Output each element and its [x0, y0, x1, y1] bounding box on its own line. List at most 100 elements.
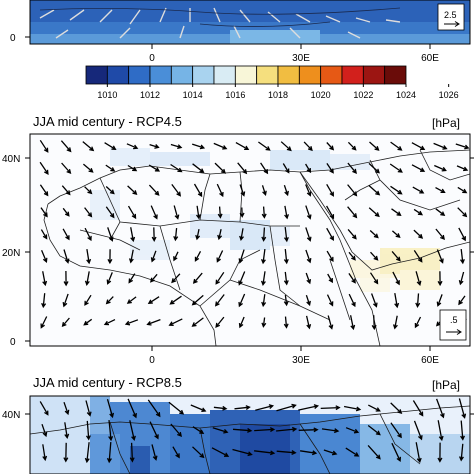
wind-arrow: [105, 164, 116, 172]
wind-arrow: [238, 271, 246, 286]
top-ref-vector-label: 2.5: [444, 10, 457, 20]
wind-arrow: [326, 163, 334, 174]
wind-arrow: [151, 227, 157, 242]
wind-arrow: [126, 143, 139, 150]
wind-arrow: [149, 143, 160, 149]
wind-arrow: [435, 228, 445, 241]
wind-arrow: [128, 273, 136, 284]
wind-arrow: [349, 315, 356, 331]
wind-arrow: [415, 271, 422, 286]
wind-arrow: [40, 229, 48, 240]
wind-arrow: [192, 426, 205, 435]
bottom-map-wind-arrows: [39, 398, 467, 464]
wind-arrow: [370, 293, 378, 308]
wind-arrow: [320, 405, 341, 411]
wind-arrow: [61, 162, 72, 175]
wind-arrow: [127, 398, 137, 419]
wind-arrow: [213, 405, 228, 411]
wind-arrow: [239, 207, 245, 218]
wind-arrow: [127, 185, 138, 196]
wind-arrow: [458, 227, 466, 242]
wind-arrow: [82, 141, 95, 152]
wind-arrow: [435, 398, 445, 419]
wind-arrow: [173, 228, 179, 242]
wind-arrow: [391, 442, 402, 463]
colorbar-cell: [256, 65, 279, 85]
wind-arrow: [415, 293, 421, 308]
wind-arrow: [170, 163, 183, 173]
colorbar-cell: [277, 65, 300, 85]
lon-label-30e: 30E: [292, 53, 310, 64]
wind-arrow: [392, 315, 398, 330]
wind-arrow: [414, 316, 422, 329]
colorbar-cell: [85, 65, 108, 85]
wind-arrow: [105, 296, 114, 305]
colorbar-tick-label: 1016: [225, 90, 245, 100]
wind-arrow: [239, 228, 245, 242]
wind-arrow: [126, 296, 137, 304]
wind-arrow: [348, 273, 356, 284]
wind-arrow: [411, 164, 426, 172]
wind-arrow: [195, 228, 201, 241]
wind-arrow: [103, 319, 116, 326]
wind-arrow: [261, 206, 267, 219]
wind-arrow: [413, 250, 423, 263]
wind-arrow: [413, 420, 423, 441]
wind-arrow: [326, 205, 335, 220]
wind-arrow: [192, 163, 205, 174]
wind-arrow: [85, 420, 91, 441]
bot-lat-label-40n: 40N: [2, 410, 20, 421]
wind-arrow: [305, 205, 312, 220]
wind-arrow: [255, 404, 275, 411]
wind-arrow: [105, 206, 115, 219]
wind-arrow: [345, 447, 360, 457]
wind-arrow: [106, 399, 115, 419]
colorbar-cell: [362, 65, 386, 85]
colorbar-tick-label: 1018: [268, 90, 288, 100]
wind-arrow: [455, 143, 470, 150]
wind-arrow: [261, 317, 267, 328]
lon-label-0: 0: [149, 53, 155, 64]
wind-arrow: [389, 163, 403, 173]
wind-arrow: [260, 162, 269, 175]
wind-arrow: [345, 427, 360, 434]
wind-arrow: [326, 294, 334, 307]
bottom-panel-title: JJA mid century - RCP8.5: [33, 375, 182, 390]
wind-arrow: [326, 227, 334, 241]
wind-arrow: [191, 294, 204, 306]
wind-arrow: [238, 316, 245, 329]
wind-arrow: [82, 163, 94, 173]
wind-arrow: [42, 444, 48, 462]
wind-arrow: [216, 183, 224, 198]
wind-arrow: [62, 228, 70, 241]
wind-arrow: [283, 184, 289, 197]
wind-arrow: [326, 250, 334, 263]
wind-arrow: [258, 141, 271, 151]
wind-arrow: [170, 423, 182, 438]
wind-arrow: [168, 318, 183, 326]
wind-arrow: [369, 272, 379, 285]
wind-arrow: [305, 294, 311, 307]
wind-arrow: [260, 271, 266, 287]
wind-arrow: [412, 400, 424, 417]
wind-arrow: [437, 420, 444, 442]
wind-arrow: [437, 271, 443, 287]
wind-arrow: [86, 248, 92, 265]
wind-arrow: [215, 316, 225, 328]
wind-arrow: [39, 184, 49, 197]
middle-panel-unit: [hPa]: [432, 116, 461, 130]
wind-arrow: [169, 295, 182, 305]
colorbar-cell: [320, 65, 343, 85]
wind-arrow: [83, 318, 93, 326]
wind-arrow: [459, 443, 464, 462]
wind-arrow: [107, 249, 113, 265]
wind-arrow: [434, 164, 447, 172]
wind-arrow: [232, 427, 253, 433]
wind-arrow: [276, 426, 298, 432]
mid-lat-label-40n: 40N: [2, 154, 20, 165]
wind-arrow: [459, 249, 465, 265]
wind-arrow: [39, 139, 49, 153]
colorbar-cell: [234, 65, 258, 85]
wind-arrow: [343, 405, 362, 412]
mid-ref-vector-label: .5: [450, 315, 458, 325]
